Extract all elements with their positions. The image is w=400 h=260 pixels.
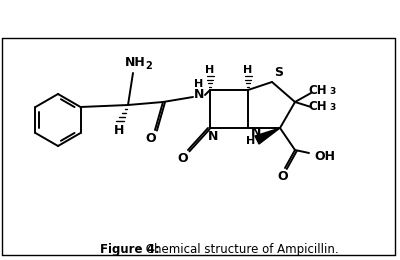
Text: S: S bbox=[274, 67, 284, 80]
Text: 3: 3 bbox=[329, 87, 335, 96]
Text: CH: CH bbox=[309, 100, 327, 113]
Text: H: H bbox=[246, 136, 256, 146]
Text: H: H bbox=[243, 65, 253, 75]
Text: N: N bbox=[194, 88, 204, 101]
Text: N: N bbox=[251, 126, 261, 139]
Text: O: O bbox=[178, 153, 188, 166]
Text: H: H bbox=[114, 125, 124, 138]
Text: OH: OH bbox=[314, 150, 336, 162]
Text: N: N bbox=[208, 129, 218, 142]
Text: O: O bbox=[278, 170, 288, 183]
Text: H: H bbox=[194, 79, 204, 89]
Text: NH: NH bbox=[125, 56, 145, 69]
Text: CH: CH bbox=[309, 83, 327, 96]
Text: Figure 4:: Figure 4: bbox=[100, 244, 160, 257]
Text: Chemical structure of Ampicillin.: Chemical structure of Ampicillin. bbox=[142, 244, 338, 257]
Text: H: H bbox=[205, 65, 215, 75]
Text: 2: 2 bbox=[145, 61, 152, 71]
Text: O: O bbox=[146, 133, 156, 146]
Polygon shape bbox=[255, 128, 280, 144]
Text: 3: 3 bbox=[329, 103, 335, 112]
